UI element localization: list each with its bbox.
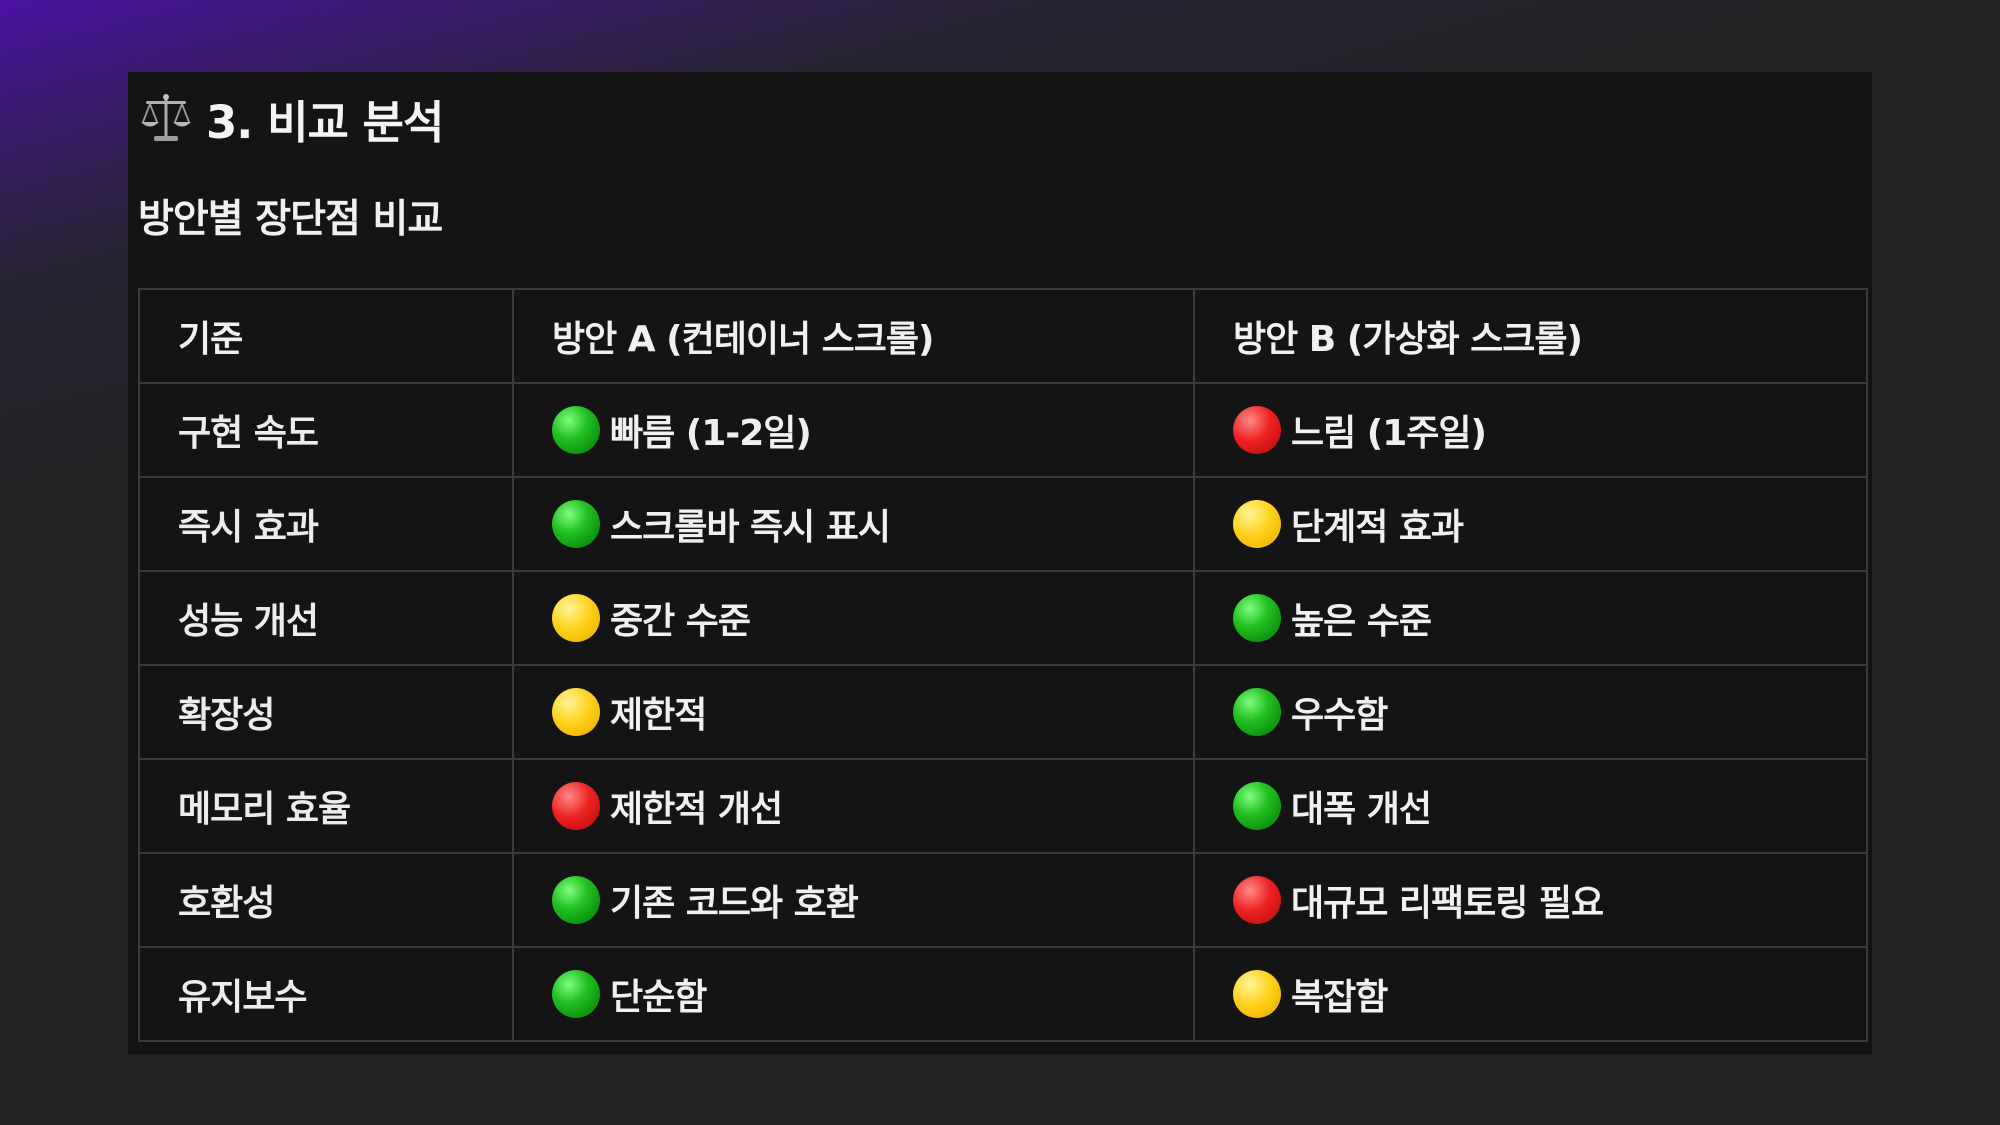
status-dot-green-icon (1233, 594, 1281, 642)
column-header-option-a: 방안 A (컨테이너 스크롤) (512, 288, 1195, 384)
option-a-text: 제한적 (610, 695, 707, 736)
section-heading: 3. 비교 분석 (138, 82, 444, 154)
option-a-text: 단순함 (610, 977, 707, 1018)
column-header-option-b: 방안 B (가상화 스크롤) (1193, 288, 1868, 384)
table-row: 구현 속도 빠름 (1-2일) 느림 (1주일) (138, 382, 1868, 478)
option-a-cell: 제한적 (512, 664, 1195, 760)
criterion-cell: 호환성 (138, 852, 514, 948)
status-dot-green-icon (552, 500, 600, 548)
option-b-cell: 느림 (1주일) (1193, 382, 1868, 478)
option-a-cell: 빠름 (1-2일) (512, 382, 1195, 478)
option-b-cell: 높은 수준 (1193, 570, 1868, 666)
option-a-text: 중간 수준 (610, 601, 751, 642)
option-b-text: 단계적 효과 (1291, 507, 1464, 548)
status-dot-green-icon (1233, 688, 1281, 736)
criterion-cell: 메모리 효율 (138, 758, 514, 854)
option-a-text: 제한적 개선 (610, 789, 783, 830)
section-title: 3. 비교 분석 (206, 95, 444, 149)
table-row: 확장성 제한적 우수함 (138, 664, 1868, 760)
criterion-cell: 확장성 (138, 664, 514, 760)
option-a-text: 기존 코드와 호환 (610, 883, 859, 924)
comparison-panel: 3. 비교 분석 방안별 장단점 비교 기준 방안 A (컨테이너 스크롤) 방… (128, 72, 1872, 1054)
option-a-cell: 스크롤바 즉시 표시 (512, 476, 1195, 572)
table-row: 즉시 효과 스크롤바 즉시 표시 단계적 효과 (138, 476, 1868, 572)
table-row: 유지보수 단순함 복잡함 (138, 946, 1868, 1042)
criterion-cell: 구현 속도 (138, 382, 514, 478)
table-header-row: 기준 방안 A (컨테이너 스크롤) 방안 B (가상화 스크롤) (138, 288, 1868, 384)
status-dot-red-icon (1233, 406, 1281, 454)
table-row: 메모리 효율 제한적 개선 대폭 개선 (138, 758, 1868, 854)
criterion-cell: 유지보수 (138, 946, 514, 1042)
table-row: 성능 개선 중간 수준 높은 수준 (138, 570, 1868, 666)
column-header-criterion: 기준 (138, 288, 514, 384)
balance-scale-icon (138, 90, 194, 146)
option-a-cell: 기존 코드와 호환 (512, 852, 1195, 948)
option-b-cell: 단계적 효과 (1193, 476, 1868, 572)
option-b-cell: 복잡함 (1193, 946, 1868, 1042)
option-a-cell: 중간 수준 (512, 570, 1195, 666)
comparison-table: 기준 방안 A (컨테이너 스크롤) 방안 B (가상화 스크롤) 구현 속도 … (138, 288, 1868, 1042)
option-a-text: 스크롤바 즉시 표시 (610, 507, 891, 548)
status-dot-green-icon (552, 876, 600, 924)
option-a-text: 빠름 (1-2일) (610, 413, 812, 454)
table-row: 호환성 기존 코드와 호환 대규모 리팩토링 필요 (138, 852, 1868, 948)
option-b-text: 대규모 리팩토링 필요 (1291, 883, 1604, 924)
status-dot-green-icon (552, 406, 600, 454)
status-dot-red-icon (1233, 876, 1281, 924)
option-b-text: 대폭 개선 (1291, 789, 1432, 830)
option-a-cell: 단순함 (512, 946, 1195, 1042)
status-dot-yellow-icon (1233, 970, 1281, 1018)
option-b-text: 복잡함 (1291, 977, 1388, 1018)
option-b-text: 느림 (1주일) (1291, 413, 1487, 454)
status-dot-green-icon (552, 970, 600, 1018)
status-dot-green-icon (1233, 782, 1281, 830)
option-b-text: 높은 수준 (1291, 601, 1432, 642)
criterion-cell: 즉시 효과 (138, 476, 514, 572)
status-dot-yellow-icon (1233, 500, 1281, 548)
criterion-cell: 성능 개선 (138, 570, 514, 666)
option-b-text: 우수함 (1291, 695, 1388, 736)
status-dot-yellow-icon (552, 594, 600, 642)
option-b-cell: 대규모 리팩토링 필요 (1193, 852, 1868, 948)
status-dot-yellow-icon (552, 688, 600, 736)
status-dot-red-icon (552, 782, 600, 830)
option-b-cell: 대폭 개선 (1193, 758, 1868, 854)
option-b-cell: 우수함 (1193, 664, 1868, 760)
option-a-cell: 제한적 개선 (512, 758, 1195, 854)
section-subtitle: 방안별 장단점 비교 (138, 197, 443, 242)
